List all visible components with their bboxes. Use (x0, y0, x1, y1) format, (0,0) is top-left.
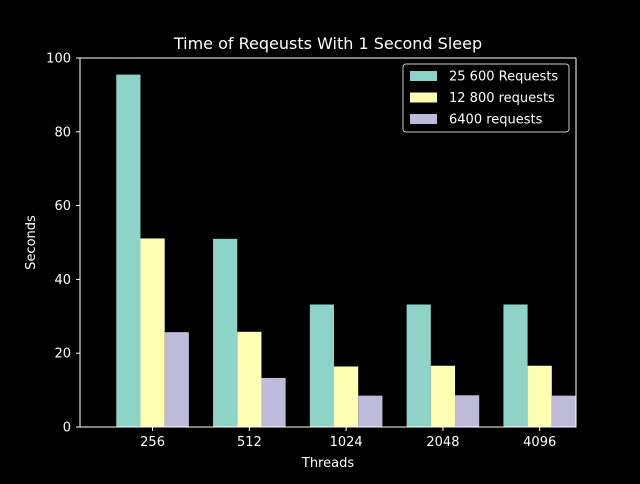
bar-3-512 (261, 377, 286, 427)
y-tick-label: 40 (54, 273, 71, 288)
y-tick-label: 20 (54, 347, 71, 362)
bar-2-4096 (527, 365, 552, 427)
bar-3-2048 (455, 395, 480, 427)
x-tick-label: 512 (237, 435, 262, 450)
bar-2-1024 (334, 366, 359, 427)
bar-1-1024 (309, 304, 335, 427)
legend-label: 12 800 requests (449, 91, 555, 106)
x-tick-label: 4096 (523, 435, 556, 450)
x-tick-label: 256 (140, 435, 165, 450)
x-tick-label: 2048 (426, 435, 459, 450)
y-tick-label: 60 (54, 199, 71, 214)
bar-2-256 (140, 238, 165, 427)
legend-box (402, 63, 570, 133)
legend-swatch (410, 71, 437, 81)
chart-title: Time of Reqeusts With 1 Second Sleep (173, 34, 482, 53)
x-axis: 256 512 1024 2048 4096 (140, 427, 556, 450)
x-tick-label: 1024 (330, 435, 363, 450)
legend-label: 6400 requests (449, 113, 543, 128)
bar-1-2048 (406, 304, 431, 427)
bar-1-256 (116, 74, 141, 427)
bar-1-4096 (503, 304, 528, 427)
legend-label: 25 600 Requests (449, 70, 558, 85)
y-tick-label: 80 (54, 125, 71, 140)
bar-2-512 (237, 331, 262, 427)
bar-3-256 (164, 332, 189, 427)
legend-swatch (410, 92, 437, 103)
plot-area-frame (79, 57, 577, 428)
y-tick-label: 0 (63, 421, 71, 436)
legend-swatch (410, 114, 437, 124)
bar-2-2048 (430, 365, 456, 427)
bar-1-512 (213, 238, 238, 427)
bar-3-4096 (551, 395, 576, 427)
y-axis-label: Seconds (24, 215, 39, 270)
y-axis: 0 20 40 60 80 100 (46, 52, 80, 436)
bar-3-1024 (358, 395, 383, 427)
x-axis-label: Threads (301, 456, 354, 471)
legend: 25 600 Requests 12 800 requests 6400 reque… (402, 63, 570, 133)
bars-layer (116, 74, 576, 427)
y-tick-label: 100 (46, 52, 71, 67)
